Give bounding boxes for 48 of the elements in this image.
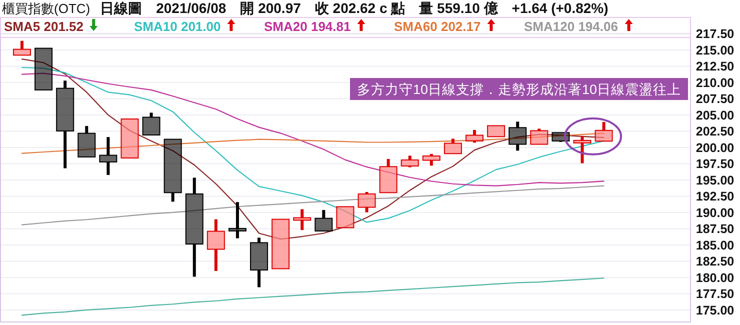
annotation: 多方力守10日線支撐．走勢形成沿著10日線震盪往上 — [356, 82, 682, 97]
candlestick — [228, 202, 246, 238]
y-tick-label: 200.00 — [696, 140, 734, 155]
candlestick — [99, 137, 118, 175]
candlestick — [12, 40, 31, 56]
candlestick — [314, 210, 333, 232]
candlestick — [272, 218, 290, 270]
candlestick — [120, 118, 139, 158]
y-tick-label: 195.00 — [696, 173, 734, 188]
y-tick-label: 212.50 — [696, 60, 734, 74]
candlestick — [293, 209, 312, 230]
text: SMA5 201.52 — [4, 19, 84, 34]
y-tick-label: 215.00 — [696, 43, 734, 58]
candlestick — [142, 112, 160, 136]
chart-title: 櫃買指數(OTC) — [2, 1, 90, 16]
text: SMA60 202.17 — [394, 19, 481, 34]
candlestick — [34, 48, 53, 90]
y-tick-label: 175.00 — [696, 303, 734, 318]
y-tick-label: 192.50 — [696, 190, 734, 204]
chart-subtitle: 日線圖 2021/06/08 開 200.97 收 202.62 c 點 量 559.10 億 +1.64 (+0.82%) — [100, 0, 608, 16]
y-tick-label: 202.50 — [696, 124, 734, 139]
y-tick-label: 210.00 — [696, 76, 734, 90]
y-tick-label: 190.00 — [696, 206, 734, 220]
y-tick-label: 205.00 — [696, 108, 734, 122]
y-tick-label: 182.50 — [696, 254, 734, 269]
candlestick — [185, 178, 204, 277]
y-tick-label: 217.50 — [696, 27, 734, 42]
y-tick-label: 177.50 — [696, 287, 734, 302]
text: SMA120 194.06 — [524, 19, 618, 34]
text: SMA20 194.81 — [264, 19, 351, 34]
y-tick-label: 187.50 — [696, 222, 734, 236]
y-tick-label: 207.50 — [696, 92, 734, 106]
candlestick — [336, 206, 354, 228]
candlestick — [78, 126, 96, 158]
candlestick — [56, 80, 74, 168]
y-tick-label: 185.00 — [696, 238, 734, 252]
y-tick-label: 180.00 — [696, 270, 734, 285]
candlestick — [250, 238, 268, 288]
candlestick — [487, 125, 506, 138]
candlestick — [508, 122, 527, 151]
candlestick — [206, 219, 225, 271]
line-series — [21, 278, 604, 316]
candlestick — [164, 138, 182, 202]
line-series — [21, 185, 604, 226]
candlestick — [594, 122, 613, 142]
candlestick — [379, 158, 398, 194]
text: SMA10 201.00 — [134, 19, 221, 34]
y-tick-label: 197.50 — [696, 157, 734, 172]
